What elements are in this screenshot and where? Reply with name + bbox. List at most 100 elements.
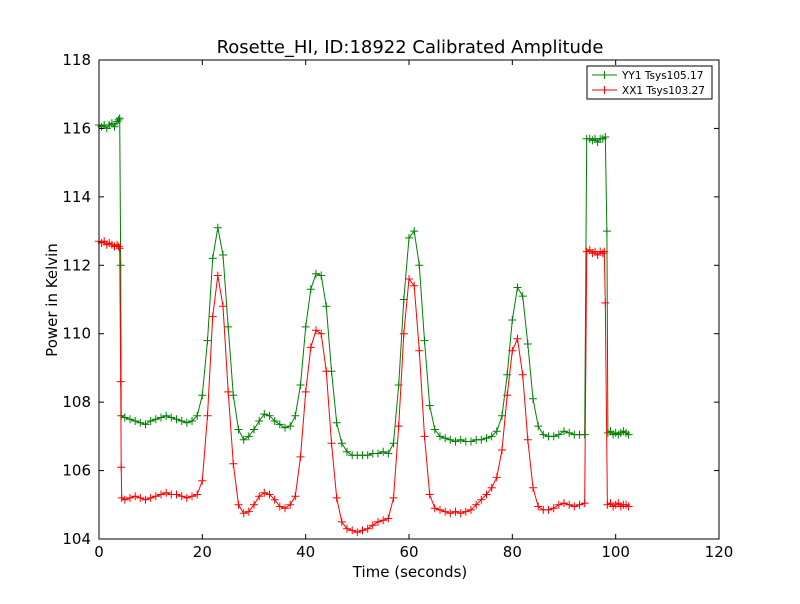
data-point [446, 435, 455, 444]
data-point [203, 336, 212, 345]
data-point [363, 451, 372, 460]
data-point [425, 401, 434, 410]
data-point [115, 114, 124, 123]
x-tick-label: 40 [296, 543, 315, 561]
data-point [219, 251, 227, 259]
data-point [508, 346, 517, 355]
x-tick-label: 0 [94, 543, 104, 561]
data-point [410, 281, 419, 290]
data-point [410, 227, 419, 236]
data-point [203, 411, 212, 420]
data-point [136, 493, 145, 502]
data-point [281, 504, 289, 513]
data-point [162, 488, 171, 497]
data-point [598, 249, 607, 258]
data-point [136, 418, 145, 427]
data-point [208, 312, 217, 321]
data-point [498, 446, 506, 454]
data-point [301, 387, 310, 396]
data-point [198, 476, 207, 485]
data-point [141, 420, 150, 429]
legend-label: XX1 Tsys103.27 [622, 85, 705, 97]
data-point [420, 432, 429, 441]
data-point [492, 427, 501, 436]
y-tick-label: 116 [62, 119, 91, 137]
data-point [565, 428, 574, 437]
data-point [229, 391, 238, 400]
data-point [260, 410, 269, 419]
data-point [534, 422, 543, 431]
data-point [523, 435, 532, 444]
data-point [518, 292, 527, 301]
data-point [126, 415, 134, 424]
data-point [224, 322, 233, 331]
data-point [523, 340, 532, 348]
y-tick-label: 112 [62, 256, 91, 274]
data-point [114, 115, 123, 124]
data-point [208, 254, 217, 263]
data-point [405, 275, 413, 283]
data-point [312, 269, 320, 278]
data-point [255, 492, 264, 501]
data-point [120, 495, 129, 504]
data-point [172, 415, 181, 424]
data-point [151, 492, 160, 501]
data-point [229, 459, 238, 468]
x-axis-label: Time (seconds) [352, 563, 468, 581]
data-point [456, 509, 465, 518]
data-point [219, 302, 227, 311]
data-point [239, 509, 248, 518]
data-point [260, 488, 269, 497]
data-point [529, 394, 537, 403]
y-tick-label: 108 [62, 393, 91, 411]
data-point [513, 283, 522, 292]
data-point [167, 413, 176, 422]
data-point [275, 420, 284, 429]
series-layer [95, 114, 633, 537]
data-point [358, 526, 367, 535]
data-point [188, 417, 196, 425]
x-tick-label: 60 [399, 543, 418, 561]
data-point [368, 521, 377, 530]
data-point [451, 507, 460, 516]
data-point [301, 322, 310, 331]
data-point [234, 425, 243, 434]
data-point [482, 434, 491, 443]
data-point [554, 500, 563, 509]
y-tick-label: 114 [62, 188, 91, 206]
data-point [343, 447, 351, 456]
data-point [177, 492, 186, 501]
data-point [379, 447, 388, 456]
data-point [508, 316, 517, 324]
data-point [116, 377, 125, 386]
data-point [549, 432, 558, 441]
data-point [415, 346, 424, 355]
data-point [624, 430, 633, 439]
data-point [477, 435, 486, 444]
data-point [234, 500, 243, 509]
data-point [286, 422, 295, 431]
data-point [415, 261, 424, 270]
data-point [193, 411, 202, 420]
data-point [117, 463, 126, 472]
data-point [575, 500, 584, 509]
data-point [281, 423, 289, 432]
data-point [116, 261, 125, 270]
data-point [560, 499, 568, 508]
data-point [312, 326, 320, 335]
data-point [518, 370, 527, 379]
data-point [529, 483, 537, 492]
data-point [162, 411, 171, 420]
data-point [110, 122, 119, 131]
data-point [482, 490, 491, 499]
data-point [224, 387, 233, 396]
y-tick-label: 110 [62, 325, 91, 343]
data-point [446, 509, 455, 518]
data-point [146, 493, 155, 502]
data-point [624, 502, 633, 511]
data-point [317, 271, 326, 280]
data-point [131, 492, 140, 501]
data-point [291, 492, 300, 501]
data-point [425, 490, 434, 499]
